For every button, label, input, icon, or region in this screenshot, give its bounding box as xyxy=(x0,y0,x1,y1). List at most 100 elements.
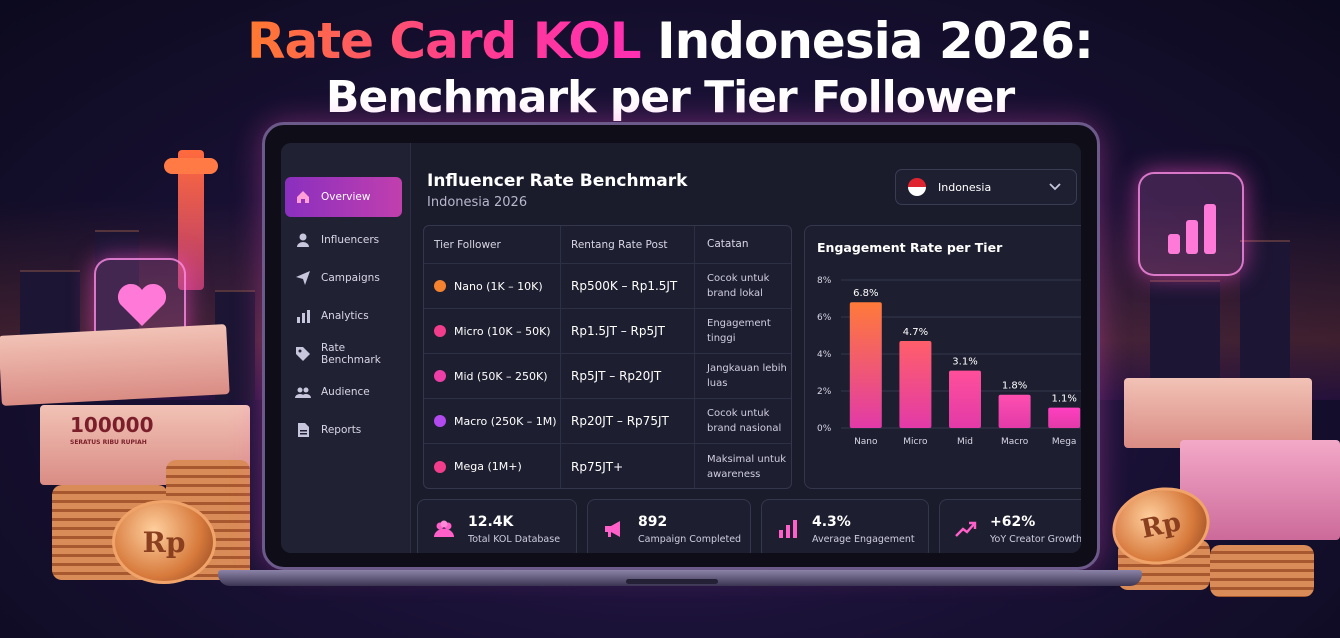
bar-value-label: 4.7% xyxy=(903,327,928,338)
headline: Rate Card KOL Indonesia 2026: Benchmark … xyxy=(0,10,1340,124)
stat-card-engagement: 4.3% Average Engagement xyxy=(761,499,929,553)
x-tick-label: Mega xyxy=(1052,437,1077,447)
table-row: Mega (1M+) Rp75JT+ Maksimal untuk awaren… xyxy=(424,444,791,488)
bar-micro xyxy=(899,341,932,428)
sidebar-item-label: Campaigns xyxy=(321,272,380,284)
bar-value-label: 6.8% xyxy=(853,288,878,299)
sidebar-item-label: Influencers xyxy=(321,234,380,246)
chart-title: Engagement Rate per Tier xyxy=(817,240,1003,255)
tier-note: Cocok untuk brand lokal xyxy=(707,273,770,299)
bar-mid xyxy=(949,370,981,428)
home-icon xyxy=(295,189,311,205)
bar-macro xyxy=(998,394,1031,428)
laptop-base xyxy=(218,570,1142,586)
rate-range: Rp75JT+ xyxy=(561,444,695,488)
bar-chart-icon xyxy=(776,517,800,541)
tier-dot xyxy=(434,280,446,292)
sidebar-item-reports[interactable]: Reports xyxy=(285,411,402,449)
table-row: Macro (250K – 1M) Rp20JT – Rp75JT Cocok … xyxy=(424,399,791,444)
sidebar-item-analytics[interactable]: Analytics xyxy=(285,297,402,335)
tier-note: Engagement tinggi xyxy=(707,318,771,344)
laptop-notch xyxy=(626,579,718,584)
main-content: Influencer Rate Benchmark Indonesia 2026… xyxy=(411,143,1081,553)
country-select[interactable]: Indonesia xyxy=(895,169,1077,205)
stat-card-total-kol: 12.4K Total KOL Database xyxy=(417,499,577,553)
sidebar-item-label: Audience xyxy=(321,386,370,398)
tier-dot xyxy=(434,460,446,473)
table-row: Micro (10K – 50K) Rp1.5JT – Rp5JT Engage… xyxy=(424,309,791,354)
engagement-chart-card: Engagement Rate per Tier 0% 2% 4% 6% 8% 6.8% N… xyxy=(804,225,1081,489)
table-row: Nano (1K – 10K) Rp500K – Rp1.5JT Cocok u… xyxy=(424,264,791,309)
dashboard-subtitle: Indonesia 2026 xyxy=(427,195,528,210)
rate-range: Rp500K – Rp1.5JT xyxy=(561,264,695,308)
tier-note: Jangkauan lebih luas xyxy=(707,363,787,389)
stat-value: +62% xyxy=(990,513,1036,530)
stat-label: Total KOL Database xyxy=(468,533,561,545)
rate-table: Tier Follower Rentang Rate Post Catatan … xyxy=(423,225,792,489)
headline-line-1: Rate Card KOL Indonesia 2026: xyxy=(0,10,1340,72)
tier-label: Micro (10K – 50K) xyxy=(454,324,551,338)
tier-dot xyxy=(434,325,446,337)
bar-value-label: 1.8% xyxy=(1002,381,1027,392)
stat-card-campaigns: 892 Campaign Completed xyxy=(587,499,751,553)
users-icon xyxy=(432,517,456,541)
heart-icon xyxy=(117,283,167,326)
table-header-cell: Catatan xyxy=(707,238,749,250)
sidebar-item-label: Analytics xyxy=(321,310,369,322)
sidebar-item-label: Overview xyxy=(321,191,371,203)
user-icon xyxy=(295,232,311,248)
banknote-value: 100000 xyxy=(70,413,154,437)
table-header-cell: Rentang Rate Post xyxy=(561,226,695,263)
megaphone-icon xyxy=(602,517,626,541)
x-tick-label: Micro xyxy=(903,437,928,447)
chevron-down-icon xyxy=(1048,180,1062,197)
banknote-stack xyxy=(1124,378,1312,448)
y-tick-label: 6% xyxy=(817,313,832,323)
tier-dot xyxy=(434,370,446,382)
coin-stack xyxy=(1210,545,1314,597)
tier-note: Maksimal untuk awareness xyxy=(707,453,787,480)
y-tick-label: 8% xyxy=(817,276,832,286)
background-building xyxy=(1240,240,1290,400)
rupiah-coin: Rp xyxy=(112,500,216,584)
document-icon xyxy=(295,422,311,438)
tier-label: Macro (250K – 1M) xyxy=(454,414,557,428)
users-icon xyxy=(295,384,311,400)
monas-tower xyxy=(164,150,218,290)
sidebar-item-audience[interactable]: Audience xyxy=(285,373,402,411)
tag-icon xyxy=(295,346,311,362)
table-header-cell: Tier Follower xyxy=(424,226,561,263)
tier-dot xyxy=(434,415,446,427)
sidebar-item-influencers[interactable]: Influencers xyxy=(285,221,402,259)
x-tick-label: Macro xyxy=(1001,437,1029,447)
indonesia-flag-icon xyxy=(908,178,926,196)
tier-label: Nano (1K – 10K) xyxy=(454,279,543,293)
sidebar-item-label: Rate Benchmark xyxy=(321,342,381,366)
banknote: 100000 SERATUS RIBU RUPIAH xyxy=(40,405,250,485)
x-tick-label: Mid xyxy=(957,437,973,447)
rate-range: Rp20JT – Rp75JT xyxy=(561,399,695,443)
engagement-bar-chart: 0% 2% 4% 6% 8% 6.8% Nano 4.7% Micro 3.1% Mid 1.8% Ma… xyxy=(817,276,1081,447)
bar-value-label: 1.1% xyxy=(1051,394,1076,405)
stat-label: Average Engagement xyxy=(812,533,915,545)
trend-up-icon xyxy=(954,517,978,541)
y-tick-label: 0% xyxy=(817,424,832,434)
rate-range: Rp5JT – Rp20JT xyxy=(561,354,695,398)
tier-label: Mid (50K – 250K) xyxy=(454,369,548,383)
x-tick-label: Nano xyxy=(854,437,878,447)
sidebar-item-rate-benchmark[interactable]: Rate Benchmark xyxy=(285,335,402,373)
bar-nano xyxy=(849,302,882,428)
table-row: Mid (50K – 250K) Rp5JT – Rp20JT Jangkaua… xyxy=(424,354,791,399)
sidebar-item-overview[interactable]: Overview xyxy=(285,177,402,217)
banknote-stack xyxy=(0,324,230,406)
y-tick-label: 4% xyxy=(817,350,832,360)
headline-rest: Indonesia 2026: xyxy=(640,12,1094,70)
stat-value: 4.3% xyxy=(812,513,851,530)
stat-label: Campaign Completed xyxy=(638,533,742,545)
table-header: Tier Follower Rentang Rate Post Catatan xyxy=(424,226,791,264)
sidebar-item-campaigns[interactable]: Campaigns xyxy=(285,259,402,297)
bar-chart-icon xyxy=(295,308,311,324)
sidebar-item-label: Reports xyxy=(321,424,362,436)
bar-value-label: 3.1% xyxy=(952,357,977,368)
y-tick-label: 2% xyxy=(817,387,832,397)
